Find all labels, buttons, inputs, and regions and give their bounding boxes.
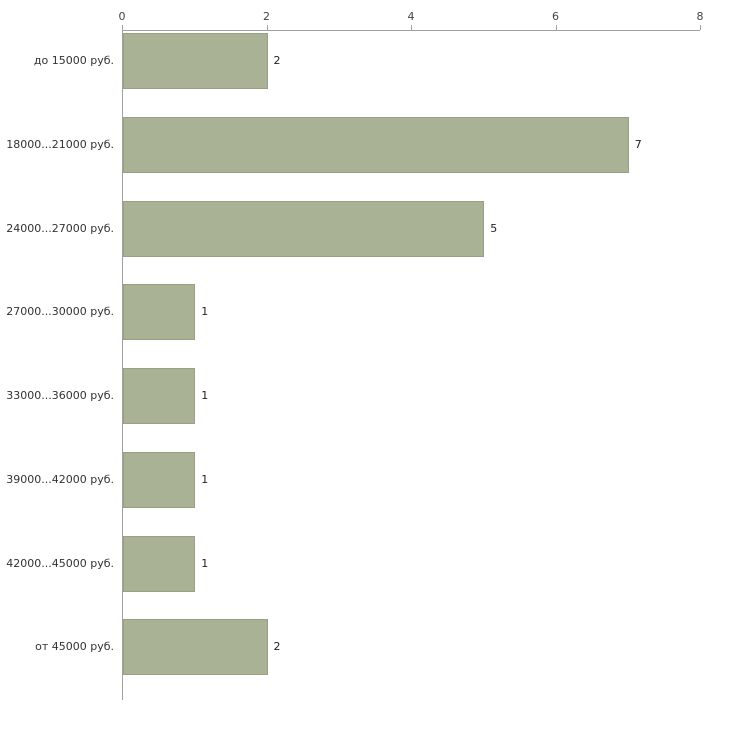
bar-row: 33000...36000 руб. 1 — [6, 365, 700, 449]
category-label: 18000...21000 руб. — [6, 137, 114, 151]
x-axis-tick — [700, 25, 701, 30]
x-axis-line — [122, 30, 700, 31]
bar — [123, 451, 196, 508]
value-label: 1 — [201, 556, 209, 570]
category-label: 33000...36000 руб. — [6, 389, 114, 402]
category-label: 24000...27000 руб. — [6, 221, 114, 235]
x-axis-tick — [266, 25, 268, 30]
bar-row: до 15000 руб. 2 — [34, 30, 700, 114]
bar — [123, 284, 196, 341]
category-label: от 45000 руб. — [35, 640, 114, 654]
value-label: 2 — [273, 54, 281, 67]
x-axis-tick — [411, 25, 412, 30]
x-axis-tick-label: 8 — [696, 10, 704, 23]
bar — [123, 368, 196, 424]
bar — [123, 33, 268, 89]
bar — [123, 200, 485, 257]
x-axis-tick-label: 6 — [552, 10, 559, 23]
bar — [123, 619, 268, 676]
category-label: 27000...30000 руб. — [6, 305, 114, 319]
value-label: 1 — [201, 472, 209, 486]
value-label: 1 — [201, 389, 209, 402]
value-label: 7 — [634, 137, 642, 151]
x-axis-tick-label: 2 — [263, 10, 270, 23]
bar-row: от 45000 руб. 2 — [35, 616, 700, 700]
bar-row: 42000...45000 руб. 1 — [6, 533, 700, 617]
bar-row: 27000...30000 руб. 1 — [6, 281, 700, 365]
category-label: 42000...45000 руб. — [6, 556, 114, 570]
value-label: 5 — [490, 221, 498, 235]
value-label: 2 — [273, 640, 281, 654]
x-axis-tick-label: 4 — [407, 10, 415, 23]
bar-row: 39000...42000 руб. 1 — [6, 449, 700, 533]
x-axis-tick — [555, 25, 557, 30]
x-axis-tick-label: 0 — [118, 10, 126, 23]
category-label: 39000...42000 руб. — [6, 472, 114, 486]
category-label: до 15000 руб. — [33, 54, 114, 67]
bar — [123, 535, 196, 592]
bar — [123, 116, 629, 173]
y-axis-line — [122, 30, 123, 700]
plot-area: 0 2 4 6 8 до 15000 руб. 2 18000...21000 руб. 7 24… — [6, 10, 704, 700]
bar-row: 24000...27000 руб. 5 — [6, 198, 700, 282]
bar-row: 18000...21000 руб. 7 — [6, 114, 700, 198]
x-axis-tick — [122, 25, 123, 30]
value-label: 1 — [201, 305, 209, 319]
